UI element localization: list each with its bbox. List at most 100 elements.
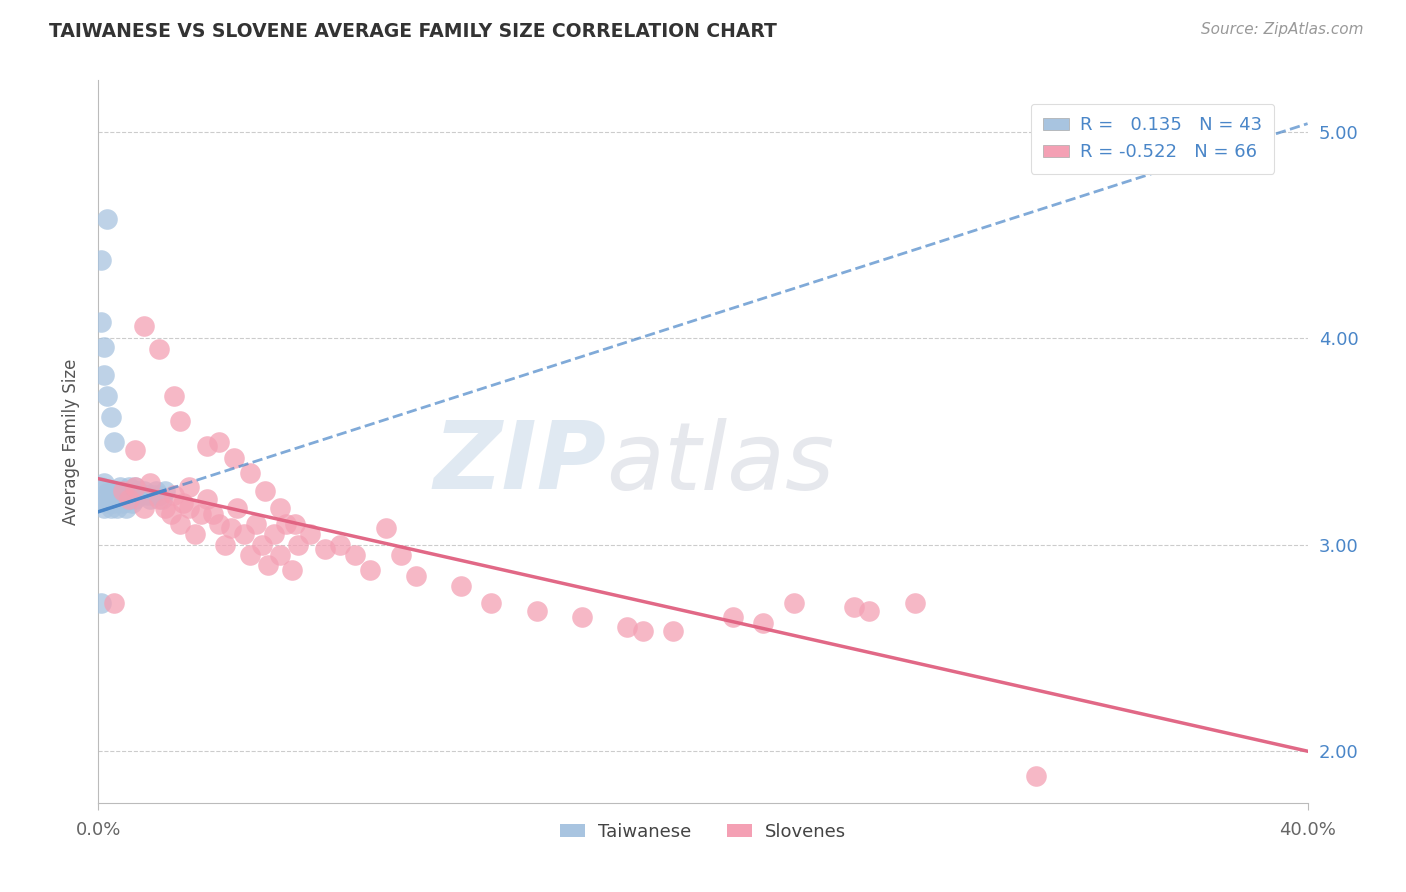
- Point: [190, 507, 212, 521]
- Point: [93, 475, 115, 490]
- Point: [160, 507, 183, 521]
- Text: ZIP: ZIP: [433, 417, 606, 509]
- Point: [108, 480, 131, 494]
- Point: [169, 517, 191, 532]
- Point: [139, 475, 162, 490]
- Point: [405, 568, 427, 582]
- Point: [450, 579, 472, 593]
- Point: [103, 496, 125, 510]
- Point: [96, 496, 118, 510]
- Point: [169, 414, 191, 428]
- Point: [631, 624, 654, 639]
- Point: [124, 480, 146, 494]
- Point: [172, 496, 194, 510]
- Point: [142, 488, 165, 502]
- Point: [374, 521, 396, 535]
- Point: [132, 500, 155, 515]
- Point: [1024, 769, 1046, 783]
- Point: [239, 548, 262, 562]
- Point: [93, 368, 115, 383]
- Point: [118, 480, 141, 494]
- Point: [616, 620, 638, 634]
- Point: [135, 488, 157, 502]
- Point: [245, 517, 267, 532]
- Point: [253, 484, 276, 499]
- Point: [179, 480, 201, 494]
- Point: [150, 492, 173, 507]
- Point: [103, 484, 125, 499]
- Point: [858, 604, 880, 618]
- Point: [287, 538, 309, 552]
- Point: [184, 527, 207, 541]
- Point: [148, 488, 170, 502]
- Point: [163, 488, 186, 502]
- Point: [274, 517, 297, 532]
- Point: [208, 517, 231, 532]
- Point: [481, 596, 503, 610]
- Point: [108, 492, 131, 507]
- Point: [148, 342, 170, 356]
- Point: [344, 548, 367, 562]
- Point: [526, 604, 548, 618]
- Point: [314, 541, 336, 556]
- Point: [269, 548, 291, 562]
- Point: [127, 484, 149, 499]
- Point: [904, 596, 927, 610]
- Point: [114, 488, 136, 502]
- Point: [226, 500, 249, 515]
- Point: [284, 517, 307, 532]
- Point: [163, 389, 186, 403]
- Point: [93, 500, 115, 515]
- Point: [389, 548, 412, 562]
- Point: [124, 442, 146, 457]
- Point: [269, 500, 291, 515]
- Point: [232, 527, 254, 541]
- Point: [100, 500, 122, 515]
- Point: [93, 340, 115, 354]
- Point: [114, 500, 136, 515]
- Text: Source: ZipAtlas.com: Source: ZipAtlas.com: [1201, 22, 1364, 37]
- Point: [100, 409, 122, 424]
- Point: [202, 507, 225, 521]
- Point: [121, 486, 143, 500]
- Point: [96, 486, 118, 500]
- Point: [239, 466, 262, 480]
- Point: [121, 496, 143, 510]
- Point: [195, 439, 218, 453]
- Point: [329, 538, 352, 552]
- Point: [195, 492, 218, 507]
- Point: [153, 484, 176, 499]
- Point: [214, 538, 236, 552]
- Point: [752, 616, 775, 631]
- Point: [221, 521, 243, 535]
- Text: TAIWANESE VS SLOVENE AVERAGE FAMILY SIZE CORRELATION CHART: TAIWANESE VS SLOVENE AVERAGE FAMILY SIZE…: [49, 22, 778, 41]
- Point: [299, 527, 322, 541]
- Point: [571, 610, 593, 624]
- Point: [90, 480, 112, 494]
- Point: [256, 558, 278, 573]
- Point: [105, 488, 128, 502]
- Point: [224, 451, 246, 466]
- Point: [111, 496, 134, 510]
- Point: [281, 562, 304, 576]
- Point: [96, 389, 118, 403]
- Point: [250, 538, 273, 552]
- Point: [105, 500, 128, 515]
- Point: [124, 492, 146, 507]
- Point: [90, 315, 112, 329]
- Y-axis label: Average Family Size: Average Family Size: [62, 359, 80, 524]
- Point: [844, 599, 866, 614]
- Point: [661, 624, 683, 639]
- Point: [90, 596, 112, 610]
- Point: [360, 562, 382, 576]
- Point: [153, 500, 176, 515]
- Point: [783, 596, 806, 610]
- Point: [111, 484, 134, 499]
- Legend: Taiwanese, Slovenes: Taiwanese, Slovenes: [553, 815, 853, 848]
- Point: [139, 492, 162, 507]
- Point: [96, 211, 118, 226]
- Text: atlas: atlas: [606, 417, 835, 508]
- Point: [118, 492, 141, 507]
- Point: [129, 488, 152, 502]
- Point: [723, 610, 745, 624]
